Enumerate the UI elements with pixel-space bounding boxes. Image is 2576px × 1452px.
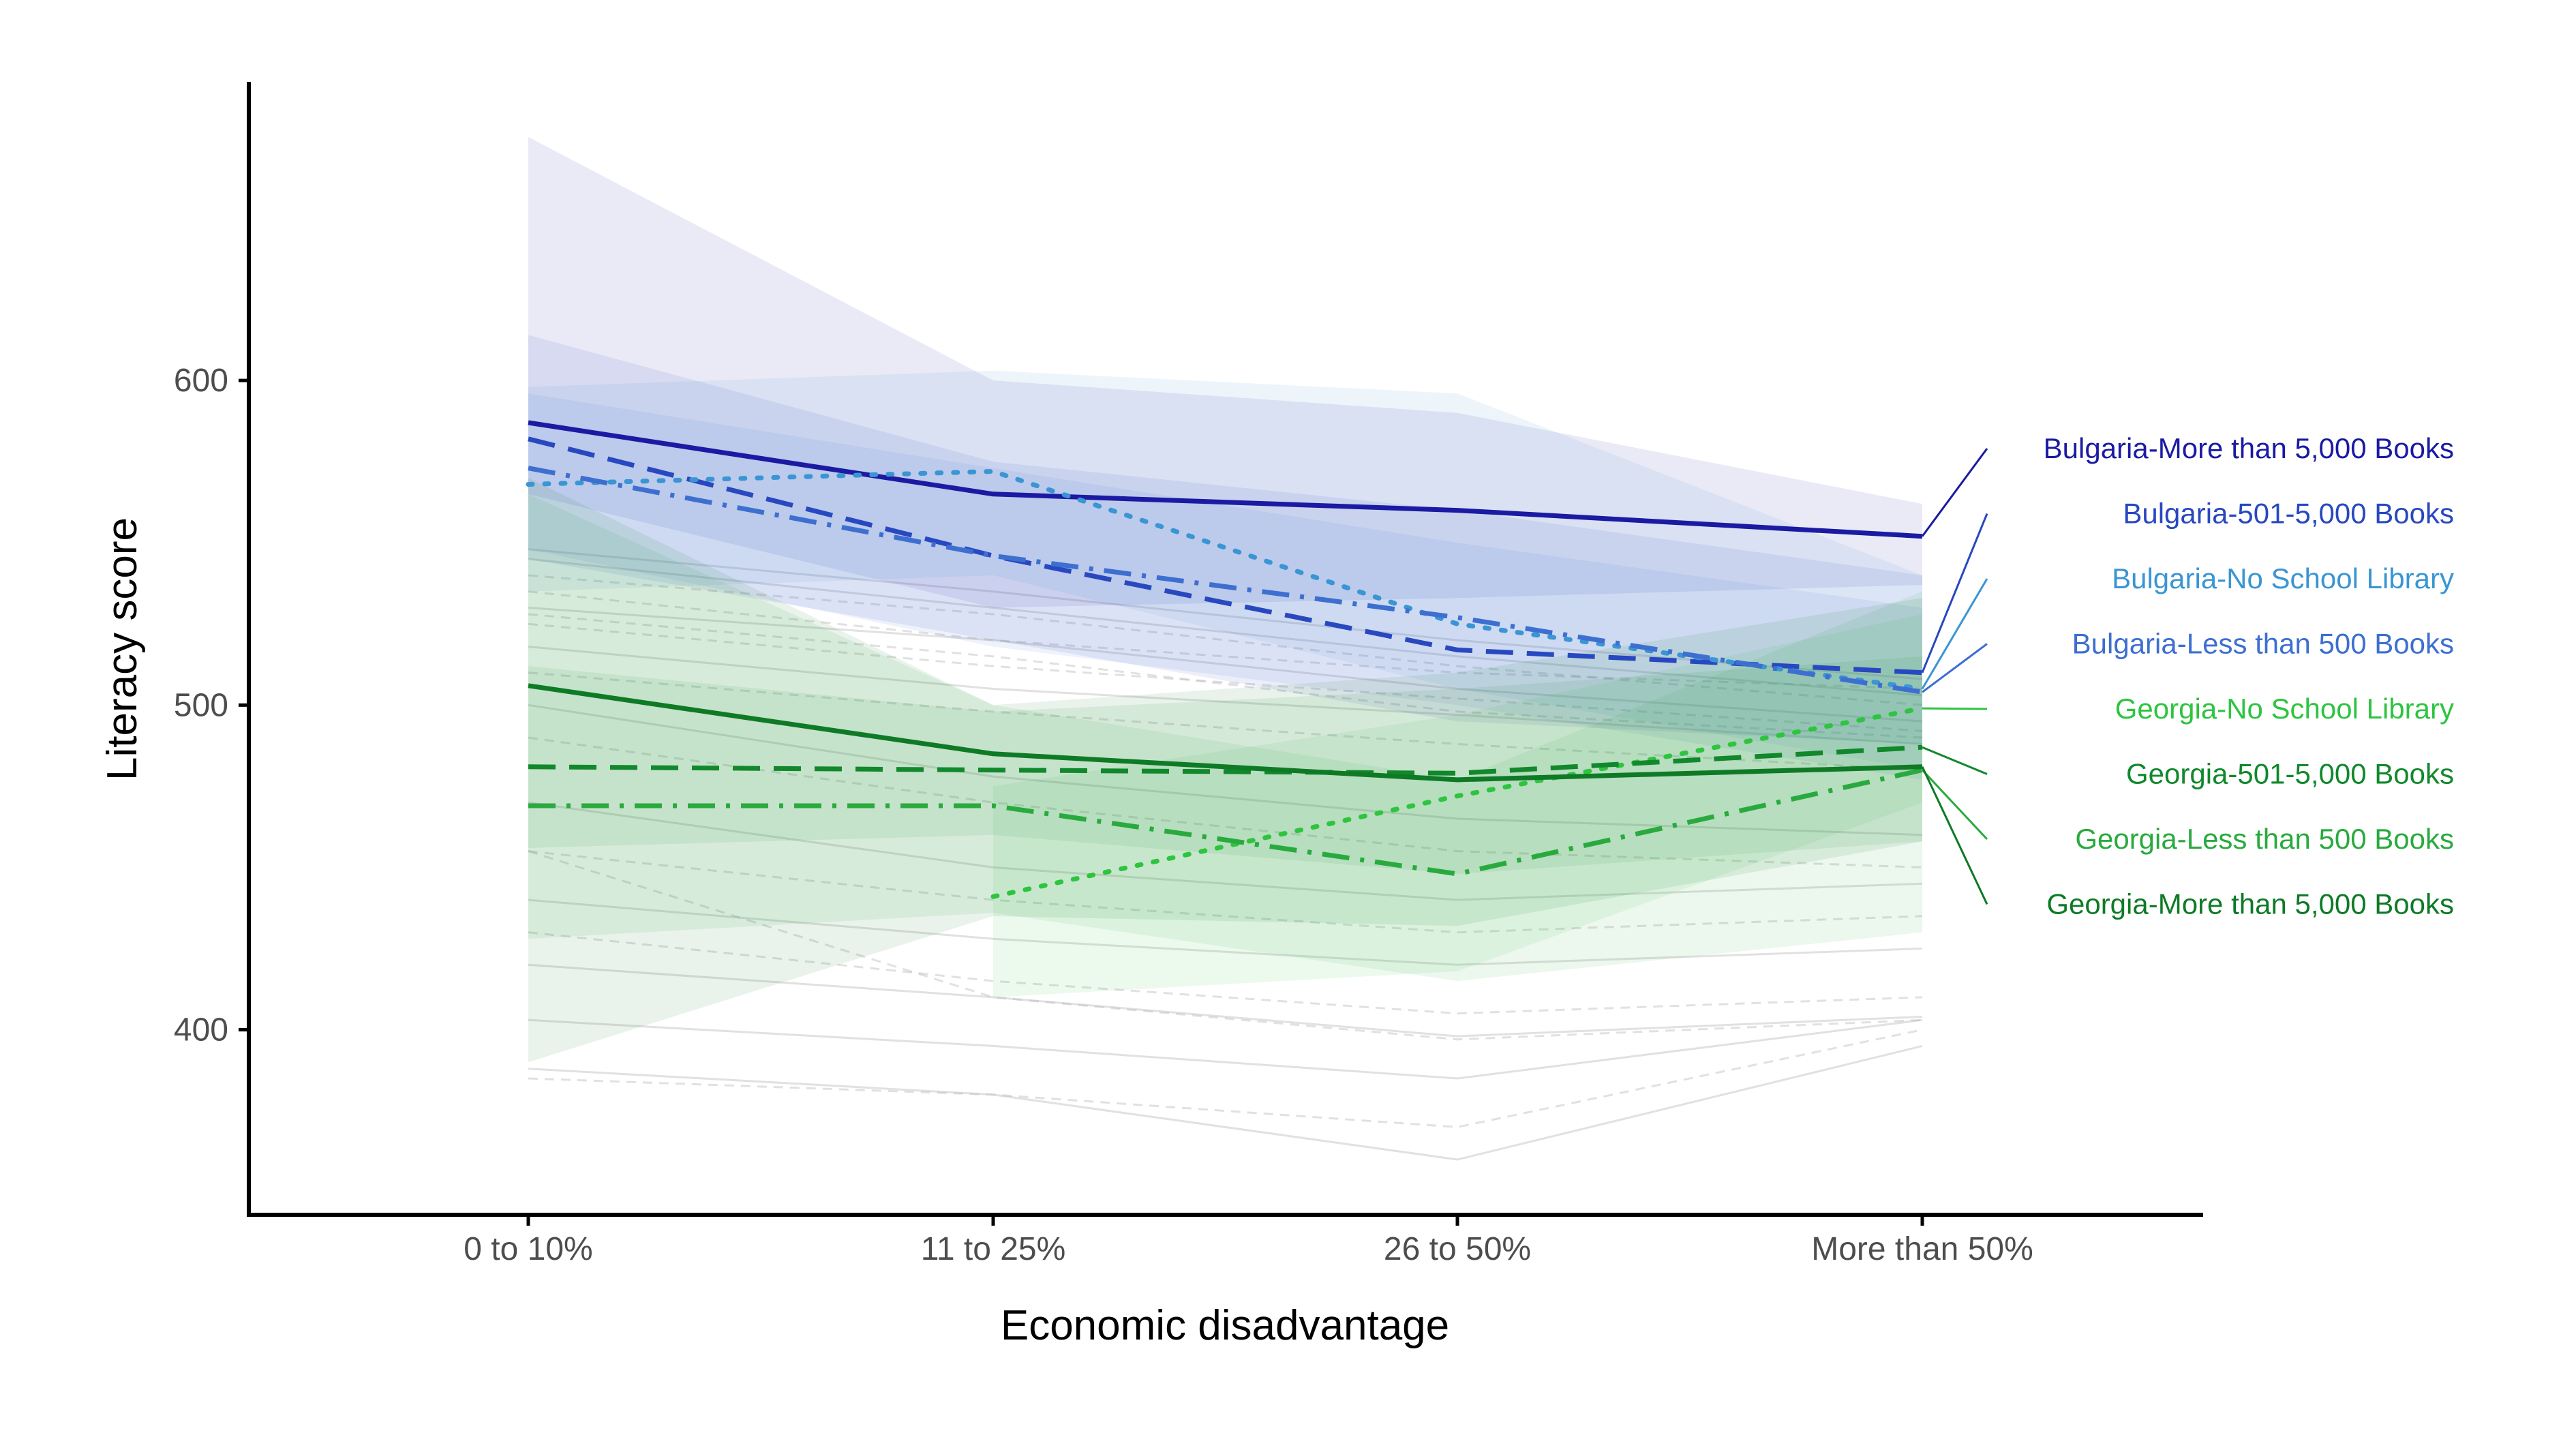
series-line-bulgaria-less-than-500-books xyxy=(528,466,1923,695)
ci-band-bulgaria-more-than-5-000-books xyxy=(528,137,1922,608)
series-line-georgia-less-than-500-books xyxy=(528,768,1923,877)
legend-label-georgia-no-school-library: Georgia-No School Library xyxy=(2115,693,2454,725)
ci-band-bulgaria-501-5-000-books xyxy=(528,335,1922,744)
background-series-line xyxy=(528,574,1923,706)
ci-band-georgia-no-school-library xyxy=(993,614,1922,997)
leader-line-georgia-less-than-500-books xyxy=(1921,769,1988,841)
series-line-georgia-more-than-5-000-books xyxy=(528,683,1923,783)
x-tick-label: More than 50% xyxy=(1811,1231,2033,1267)
x-axis-title: Economic disadvantage xyxy=(1001,1302,1449,1349)
background-series-line xyxy=(528,548,1923,680)
ci-band-bulgaria-no-school-library xyxy=(528,370,1922,770)
legend-label-bulgaria-501-5-000-books: Bulgaria-501-5,000 Books xyxy=(2123,498,2454,530)
background-series-line xyxy=(528,704,1923,836)
background-series-line xyxy=(528,736,1923,868)
leader-line-georgia-no-school-library xyxy=(1922,707,1988,710)
legend-label-bulgaria-no-school-library: Bulgaria-No School Library xyxy=(2112,562,2454,594)
legend-label-georgia-more-than-5-000-books: Georgia-More than 5,000 Books xyxy=(2046,888,2454,920)
legend-label-georgia-501-5-000-books: Georgia-501-5,000 Books xyxy=(2126,758,2454,790)
leader-line-georgia-501-5-000-books xyxy=(1922,746,1988,775)
tick-layer: 400 500 600 0 to 10% 11 to 25% 26 to 50% More … xyxy=(174,363,2033,1267)
background-series-line xyxy=(528,850,1923,1041)
background-series-layer xyxy=(528,548,1923,1161)
background-series-line xyxy=(528,607,1923,723)
legend-label-bulgaria-more-than-5-000-books: Bulgaria-More than 5,000 Books xyxy=(2044,432,2454,464)
x-tick-label: 26 to 50% xyxy=(1384,1231,1531,1267)
series-line-bulgaria-501-5-000-books xyxy=(528,436,1923,676)
y-tick-label: 500 xyxy=(174,687,228,723)
background-series-line xyxy=(528,671,1923,772)
background-series-line xyxy=(528,898,1923,966)
direct-label-legend: Bulgaria-More than 5,000 Books Bulgaria-5… xyxy=(1921,432,2454,920)
background-series-line xyxy=(528,850,1923,934)
ci-band-georgia-less-than-500-books xyxy=(528,494,1922,982)
background-series-line xyxy=(528,963,1923,1038)
x-tick-label: 11 to 25% xyxy=(921,1231,1066,1267)
leader-line-bulgaria-more-than-5-000-books xyxy=(1921,448,1988,537)
leader-line-bulgaria-no-school-library xyxy=(1921,578,1988,690)
background-series-line xyxy=(528,1029,1923,1128)
leader-line-georgia-more-than-5-000-books xyxy=(1921,766,1988,905)
leader-line-bulgaria-501-5-000-books xyxy=(1921,513,1988,674)
legend-label-georgia-less-than-500-books: Georgia-Less than 500 Books xyxy=(2075,823,2454,855)
y-tick-label: 400 xyxy=(174,1012,228,1048)
axes-layer: Economic disadvantage Literacy score xyxy=(99,82,2203,1349)
series-line-layer xyxy=(526,420,1925,899)
confidence-band-layer xyxy=(528,137,1922,1063)
background-series-line xyxy=(528,613,1923,739)
background-series-line xyxy=(528,590,1923,690)
series-line-bulgaria-no-school-library xyxy=(526,469,1925,691)
background-series-line xyxy=(528,1018,1923,1080)
y-tick-label: 600 xyxy=(174,363,228,399)
leader-line-bulgaria-less-than-500-books xyxy=(1922,643,1988,693)
y-axis-title: Literacy score xyxy=(99,517,146,781)
series-line-bulgaria-more-than-5-000-books xyxy=(528,420,1923,539)
background-series-line xyxy=(528,1044,1923,1161)
legend-label-bulgaria-less-than-500-books: Bulgaria-Less than 500 Books xyxy=(2072,628,2454,660)
x-tick-label: 0 to 10% xyxy=(464,1231,592,1267)
background-series-line xyxy=(528,558,1923,697)
background-series-line xyxy=(528,801,1923,901)
background-series-line xyxy=(528,646,1923,745)
series-line-georgia-no-school-library xyxy=(990,706,1925,899)
background-series-line xyxy=(528,931,1923,1015)
background-series-line xyxy=(528,622,1923,732)
series-line-georgia-501-5-000-books xyxy=(528,744,1923,776)
